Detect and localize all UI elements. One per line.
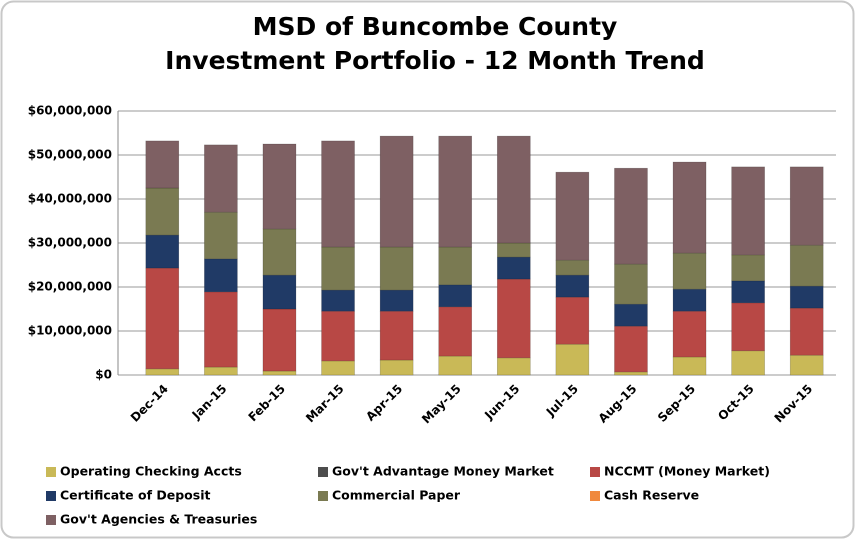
bar-segment — [555, 296, 590, 345]
bar-segment — [555, 259, 590, 276]
legend-label: Cash Reserve — [604, 488, 699, 503]
bar-segment — [789, 307, 824, 356]
bar-segment — [789, 166, 824, 246]
bar-segment — [145, 267, 180, 370]
y-tick-label: $20,000,000 — [28, 280, 112, 294]
bar-segment — [496, 242, 531, 258]
bar-segment — [614, 371, 648, 376]
bar-segment — [145, 140, 180, 189]
y-tick-label: $10,000,000 — [28, 324, 112, 338]
y-tick-label: $0 — [95, 368, 112, 382]
legend-swatch — [590, 491, 600, 501]
legend-label: Certificate of Deposit — [60, 488, 210, 503]
bar-segment — [438, 135, 473, 248]
legend-swatch — [318, 467, 328, 477]
bar-segment — [672, 310, 707, 358]
bar-segment — [731, 254, 765, 282]
bar-segment — [379, 289, 414, 312]
bar-segment — [731, 280, 765, 304]
bar-segment — [438, 355, 473, 376]
y-tick-label: $50,000,000 — [28, 148, 112, 162]
bar-segment — [379, 135, 414, 248]
y-tick-label: $40,000,000 — [28, 192, 112, 206]
bar-segment — [555, 343, 590, 376]
bar-segment — [321, 360, 355, 376]
bar-segment — [204, 258, 238, 293]
legend-label: Gov't Agencies & Treasuries — [60, 512, 257, 527]
bar-segment — [379, 359, 414, 376]
bar-segment — [379, 310, 414, 361]
bar-segment — [204, 366, 238, 376]
bar-segment — [614, 325, 648, 373]
bar-segment — [731, 166, 765, 256]
bar-segment — [438, 306, 473, 357]
bar-segment — [321, 310, 355, 362]
bar-segment — [496, 256, 531, 280]
bar-segment — [672, 161, 707, 254]
bar-segment — [789, 354, 824, 376]
bar-segment — [145, 368, 180, 376]
bar-segment — [555, 171, 590, 261]
bar-segment — [321, 289, 355, 312]
bar-segment — [321, 140, 355, 248]
bar-segment — [204, 211, 238, 260]
legend-swatch — [46, 515, 56, 525]
legend-swatch — [590, 467, 600, 477]
bar-segment — [672, 356, 707, 376]
bar-segment — [614, 167, 648, 265]
legend-swatch — [318, 491, 328, 501]
bar-segment — [672, 288, 707, 312]
bar-segment — [731, 302, 765, 352]
bar-segment — [614, 303, 648, 327]
bar-segment — [496, 135, 531, 244]
bar-segment — [731, 350, 765, 376]
y-tick-label: $60,000,000 — [28, 104, 112, 118]
bar-segment — [379, 246, 414, 291]
bar-segment — [789, 244, 824, 287]
bar-segment — [262, 370, 297, 376]
bar-segment — [145, 187, 180, 236]
bar-segment — [262, 228, 297, 276]
bar-segment — [789, 285, 824, 309]
legend-label: Operating Checking Accts — [60, 464, 242, 479]
bar-segment — [438, 284, 473, 308]
bar-segment — [262, 308, 297, 372]
bar-segment — [204, 291, 238, 368]
bar-segment — [496, 357, 531, 376]
bar-segment — [614, 263, 648, 305]
bar-segment — [438, 246, 473, 286]
y-tick-label: $30,000,000 — [28, 236, 112, 250]
legend-swatch — [46, 467, 56, 477]
bar-segment — [204, 144, 238, 213]
bar-segment — [262, 274, 297, 310]
legend-label: Gov't Advantage Money Market — [332, 464, 554, 479]
bar-segment — [496, 278, 531, 359]
chart-title: MSD of Buncombe County — [253, 12, 618, 41]
legend-swatch — [46, 491, 56, 501]
legend-label: NCCMT (Money Market) — [604, 464, 770, 479]
bar-segment — [145, 234, 180, 269]
bar-segment — [321, 246, 355, 291]
bar-segment — [262, 143, 297, 230]
legend-label: Commercial Paper — [332, 488, 461, 503]
bar-segment — [555, 274, 590, 298]
bar-segment — [672, 252, 707, 290]
chart-title: Investment Portfolio - 12 Month Trend — [165, 46, 705, 75]
